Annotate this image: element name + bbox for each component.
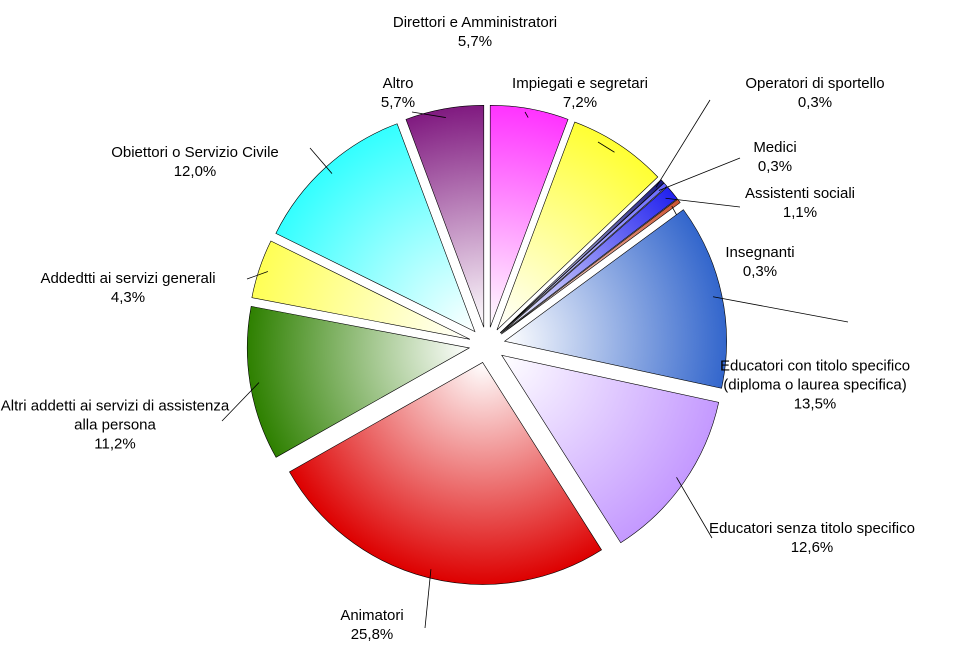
category-label: Obiettori o Servizio Civile	[111, 144, 279, 161]
category-label: Medici	[753, 139, 797, 156]
slice-label: Addedtti ai servizi generali 4,3%	[0, 269, 258, 307]
slice-label: Operatori di sportello 0,3%	[705, 74, 925, 112]
slice-label: Educatori con titolo specifico (diploma …	[710, 357, 920, 414]
slice-label: Impiegati e segretari 7,2%	[480, 74, 680, 112]
slice-label: Insegnanti 0,3%	[690, 243, 830, 281]
value-label: 0,3%	[742, 263, 778, 280]
pie-slice	[247, 305, 471, 458]
category-label: Animatori	[340, 607, 404, 624]
pie-slice	[251, 240, 471, 340]
category-label: Educatori senza titolo specifico	[709, 520, 915, 537]
pie-slice	[501, 198, 681, 335]
value-label: 12,0%	[173, 163, 217, 180]
slice-label: Educatori senza titolo specifico 12,6%	[707, 519, 917, 557]
leader-line	[246, 271, 269, 280]
category-label: Impiegati e segretari	[512, 75, 648, 92]
value-label: 25,8%	[350, 626, 394, 643]
pie-slice	[496, 121, 659, 331]
category-label: Insegnanti	[725, 244, 795, 261]
value-label: 5,7%	[380, 94, 416, 111]
category-label: Educatori con titolo specifico (diploma …	[719, 357, 911, 394]
category-label: Direttori e Amministratori	[392, 14, 558, 31]
pie-slice	[289, 362, 603, 585]
leader-line	[676, 477, 713, 539]
pie-slice	[503, 209, 727, 389]
category-label: Assistenti sociali	[744, 185, 856, 202]
leader-line	[712, 296, 849, 323]
category-label: Addedtti ai servizi generali	[40, 270, 216, 287]
category-label: Operatori di sportello	[745, 75, 885, 92]
slice-label: Direttori e Amministratori 5,7%	[345, 13, 605, 51]
leader-line	[658, 157, 741, 191]
value-label: 0,3%	[797, 94, 833, 111]
slice-label: Assistenti sociali 1,1%	[730, 184, 870, 222]
pie-slice	[500, 182, 668, 334]
category-label: Altri addetti ai servizi di assistenza a…	[0, 397, 230, 434]
value-label: 0,3%	[757, 158, 793, 175]
pie-slice	[405, 104, 485, 328]
leader-line	[597, 141, 615, 153]
value-label: 7,2%	[562, 94, 598, 111]
value-label: 11,2%	[94, 435, 136, 453]
slice-label: Medici 0,3%	[715, 138, 835, 176]
value-label: 1,1%	[782, 204, 818, 221]
slice-label: Animatori 25,8%	[312, 606, 432, 644]
pie-slice	[489, 104, 569, 328]
value-label: 13,5%	[793, 395, 837, 413]
pie-slice	[501, 354, 720, 544]
leader-line	[524, 111, 529, 118]
slice-label: Altro 5,7%	[358, 74, 438, 112]
slice-label: Obiettori o Servizio Civile 12,0%	[65, 143, 325, 181]
leader-line	[411, 111, 446, 118]
leader-line	[309, 147, 333, 174]
slice-label: Altri addetti ai servizi di assistenza a…	[0, 397, 235, 454]
leader-line	[424, 569, 432, 629]
value-label: 4,3%	[110, 289, 146, 306]
value-label: 12,6%	[790, 539, 834, 556]
category-label: Altro	[382, 75, 414, 92]
leader-line	[655, 99, 711, 188]
leader-line	[221, 382, 260, 422]
value-label: 5,7%	[457, 33, 493, 50]
pie-slice	[500, 186, 678, 334]
